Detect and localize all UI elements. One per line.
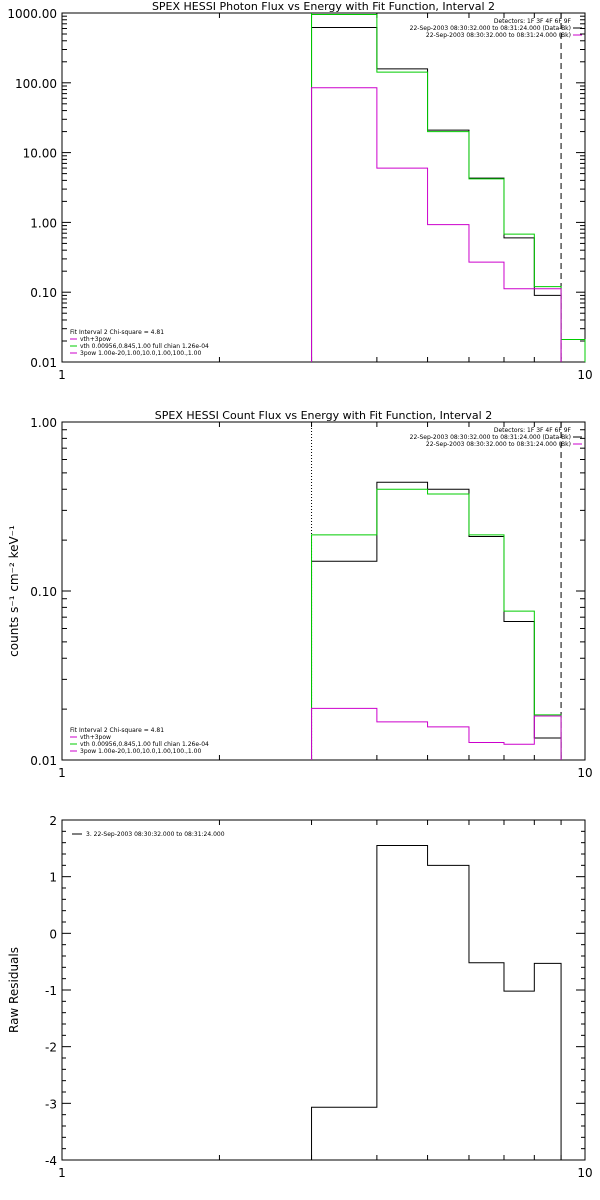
y-tick-label: 1000.00 [7, 7, 57, 21]
histogram-series-1 [311, 845, 562, 1160]
y-tick-label: 0.10 [30, 286, 57, 300]
legend-entry-label: 22-Sep-2003 08:30:32.000 to 08:31:24.000… [410, 25, 571, 32]
legend-entry-label: 22-Sep-2003 08:30:32.000 to 08:31:24.000… [426, 32, 571, 39]
legend-header: Fit Interval 2 Chi-square = 4.81 [70, 727, 164, 734]
chart-panel-2: SPEX HESSI Count Flux vs Energy with Fit… [7, 409, 593, 780]
y-tick-label: 1 [49, 871, 57, 885]
y-tick-label: -1 [45, 984, 57, 998]
legend-entry-label: vth 0.00956,0.845,1.00 full chian 1.26e-… [80, 741, 209, 748]
y-tick-label: 0.10 [30, 585, 57, 599]
y-axis-label: counts s⁻¹ cm⁻² keV⁻¹ [7, 525, 21, 657]
y-axis-ticks: 0.01 0.10 1.00 10.00 100.00 1000.00 [7, 7, 585, 370]
legend-header: Fit Interval 2 Chi-square = 4.81 [70, 329, 164, 336]
y-tick-label: 0.01 [30, 356, 57, 370]
x-axis-ticks: 1 10 [58, 820, 593, 1180]
histogram-series-2 [311, 14, 586, 362]
chart-panel-3: 1 10 -4 -3 -2 -1 0 1 2 Raw Residuals 3. 22-Sep-200… [7, 814, 593, 1180]
chart-title-1: SPEX HESSI Photon Flux vs Energy with Fi… [152, 0, 495, 13]
legend-entry-label: 3. 22-Sep-2003 08:30:32.000 to 08:31:24.… [86, 831, 225, 838]
chart-panel-1: SPEX HESSI Photon Flux vs Energy with Fi… [7, 0, 592, 382]
legend-entry-label: 3pow 1.00e-20,1.00,10.0,1.00,100.,1.00 [80, 748, 201, 755]
axes-frame [61, 421, 586, 761]
x-tick-label: 1 [58, 1166, 66, 1180]
chart-title-2: SPEX HESSI Count Flux vs Energy with Fit… [155, 409, 492, 422]
axes-frame [61, 12, 586, 363]
y-tick-label: -3 [45, 1097, 57, 1111]
y-tick-label: 10.00 [23, 147, 57, 161]
y-tick-label: -4 [45, 1154, 57, 1168]
x-tick-label: 1 [58, 368, 66, 382]
legend-entry-label: 22-Sep-2003 08:30:32.000 to 08:31:24.000… [410, 434, 571, 441]
x-tick-label: 10 [577, 1166, 592, 1180]
legend-header: Detectors: 1F 3F 4F 6F 9F [494, 18, 572, 25]
y-tick-label: 0.01 [30, 754, 57, 768]
y-axis-ticks: -4 -3 -2 -1 0 1 2 [45, 814, 585, 1168]
legend-entry-label: 22-Sep-2003 08:30:32.000 to 08:31:24.000… [426, 441, 571, 448]
x-axis-ticks: 1 10 [58, 13, 593, 382]
legend-bottom-left: Fit Interval 2 Chi-square = 4.81vth+3pow… [70, 727, 209, 755]
y-axis-ticks: 0.01 0.10 1.00 [30, 416, 585, 768]
x-tick-label: 1 [58, 766, 66, 780]
histogram-series-2 [311, 488, 562, 760]
histogram-series-1 [311, 481, 562, 760]
y-tick-label: 0 [49, 927, 57, 941]
legend-top-left: 3. 22-Sep-2003 08:30:32.000 to 08:31:24.… [72, 831, 225, 838]
histogram-series-3 [311, 87, 562, 362]
y-tick-label: 1.00 [30, 216, 57, 230]
legend-header: Detectors: 1F 3F 4F 6F 9F [494, 427, 572, 434]
y-tick-label: 100.00 [15, 77, 57, 91]
y-axis-label: Raw Residuals [7, 947, 21, 1033]
x-tick-label: 10 [577, 368, 592, 382]
histogram-series-3 [311, 707, 562, 760]
legend-entry-label: vth+3pow [80, 336, 111, 343]
y-tick-label: 1.00 [30, 416, 57, 430]
y-tick-label: -2 [45, 1041, 57, 1055]
axes-frame [61, 819, 586, 1161]
y-tick-label: 2 [49, 814, 57, 828]
legend-bottom-left: Fit Interval 2 Chi-square = 4.81vth+3pow… [70, 329, 209, 357]
legend-entry-label: 3pow 1.00e-20,1.00,10.0,1.00,100.,1.00 [80, 350, 201, 357]
histogram-series-1 [311, 26, 562, 362]
legend-entry-label: vth+3pow [80, 734, 111, 741]
x-tick-label: 10 [577, 766, 592, 780]
legend-entry-label: vth 0.00956,0.845,1.00 full chian 1.26e-… [80, 343, 209, 350]
